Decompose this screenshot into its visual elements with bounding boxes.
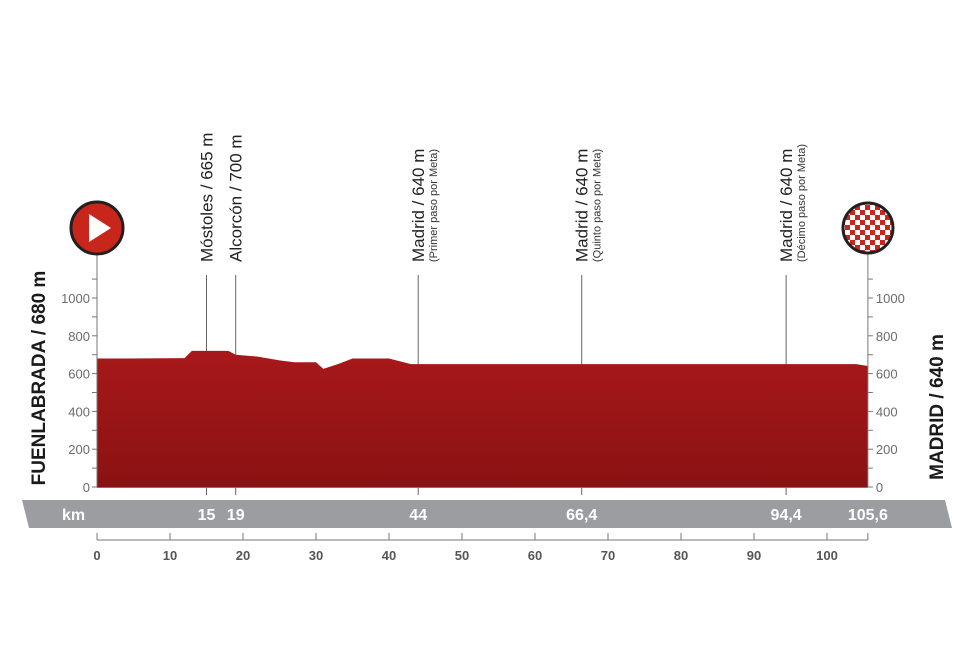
km-tick-label: 80 [674,548,688,563]
km-tick-label: 50 [455,548,469,563]
y-tick-label-right: 800 [876,329,898,344]
waypoint-name: Alcorcón / 700 m [227,134,246,262]
waypoint-note: (Primer paso por Meta) [428,149,440,262]
waypoint-name: Móstoles / 665 m [198,133,217,262]
y-tick-label-right: 1000 [876,291,905,306]
checkered-flag-icon [841,201,895,255]
waypoint-note: (Quinto paso por Meta) [592,149,604,262]
waypoint-note: (Décimo paso por Meta) [796,144,808,262]
waypoint-name: Madrid / 640 m [409,149,428,262]
y-tick-label-left: 800 [68,329,90,344]
waypoint-name: Madrid / 640 m [573,149,592,262]
km-tick-label: 60 [528,548,542,563]
km-tick-label: 40 [382,548,396,563]
band-km-label: 105,6 [848,507,888,524]
y-tick-label-right: 400 [876,404,898,419]
band-unit-label: km [62,507,85,524]
elevation-profile [97,350,868,487]
band-km-label: 94,4 [771,507,802,524]
band-km-label: 44 [409,507,427,524]
km-tick-label: 10 [163,548,177,563]
km-tick-label: 90 [747,548,761,563]
y-tick-label-left: 1000 [61,291,90,306]
waypoint-name: Madrid / 640 m [777,149,796,262]
km-tick-label: 70 [601,548,615,563]
y-tick-label-right: 600 [876,367,898,382]
band-km-label: 19 [227,507,245,524]
y-tick-label-left: 600 [68,367,90,382]
km-tick-label: 20 [236,548,250,563]
y-tick-label-left: 400 [68,404,90,419]
band-km-label: 66,4 [566,507,597,524]
y-tick-label-left: 200 [68,442,90,457]
y-tick-label-left: 0 [83,480,90,495]
km-tick-label: 0 [93,548,100,563]
play-icon [89,214,111,242]
finish-label: MADRID / 640 m [927,334,948,480]
start-icon [69,200,125,256]
start-label: FUENLABRADA / 680 m [29,271,50,486]
km-tick-label: 100 [816,548,838,563]
km-tick-label: 30 [309,548,323,563]
y-tick-label-right: 200 [876,442,898,457]
band-km-label: 15 [198,507,216,524]
distance-band [22,500,952,528]
y-tick-label-right: 0 [876,480,883,495]
